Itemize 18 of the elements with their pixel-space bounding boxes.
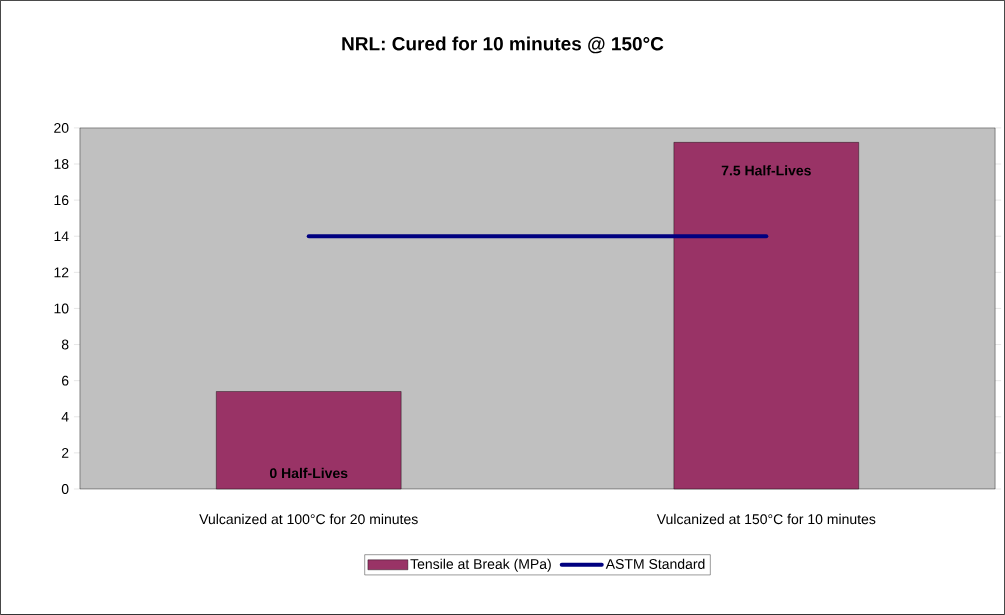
- y-tick-label: 2: [61, 448, 69, 458]
- y-tick-label: 16: [54, 195, 69, 206]
- x-tick-label: Vulcanized at 150°C for 10 minutes: [656, 513, 876, 525]
- annotation: 7.5 Half-Lives: [721, 165, 811, 176]
- annotation: 0 Half-Lives: [269, 467, 348, 479]
- y-tick-label: 4: [61, 412, 69, 422]
- y-tick-label: 10: [54, 303, 69, 314]
- x-tick-label: Vulcanized at 100°C for 20 minutes: [199, 513, 418, 525]
- legend-label: ASTM Standard: [605, 558, 705, 570]
- y-tick-label: 20: [54, 122, 69, 133]
- y-tick-label: 12: [54, 267, 69, 278]
- legend-label: Tensile at Break (MPa): [410, 558, 551, 572]
- y-tick-label: 14: [54, 231, 69, 242]
- y-tick-label: 0: [61, 484, 69, 494]
- chart-title: NRL: Cured for 10 minutes @ 150°C: [342, 36, 664, 54]
- y-tick-label: 18: [54, 159, 69, 170]
- y-tick-label: 6: [61, 375, 69, 386]
- y-tick-label: 8: [61, 339, 69, 350]
